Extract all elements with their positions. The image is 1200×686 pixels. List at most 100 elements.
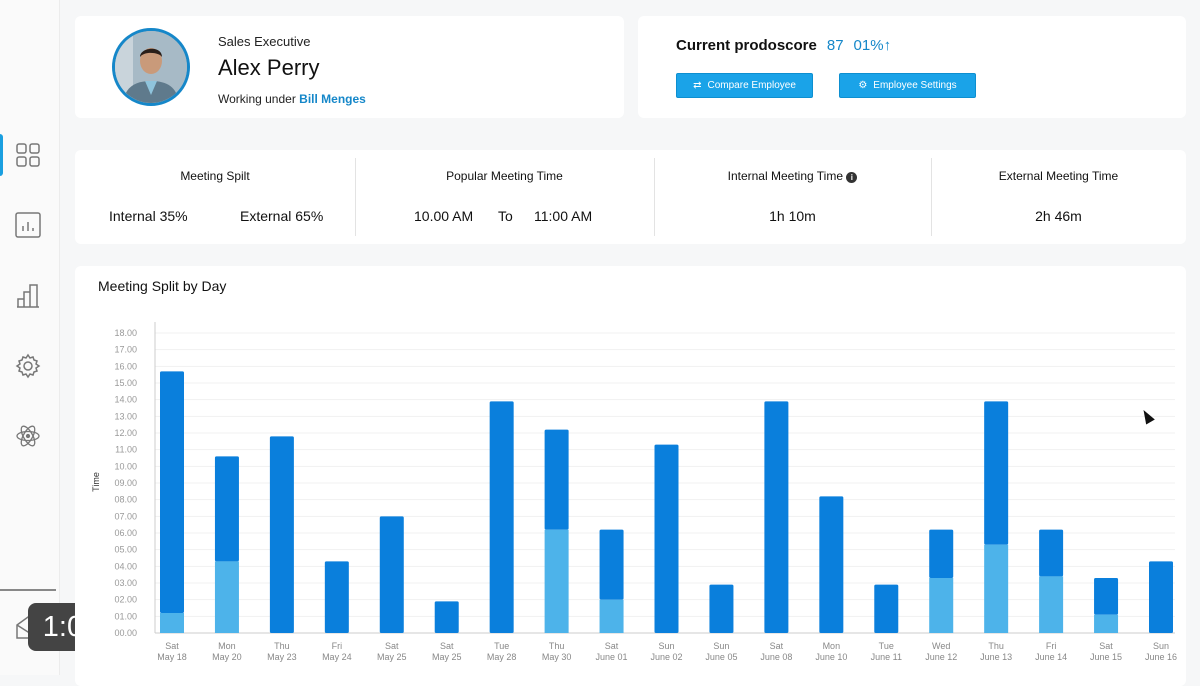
- x-tick-day: Sat: [770, 641, 784, 651]
- y-tick-label: 16.00: [114, 361, 137, 371]
- x-tick-date: June 01: [596, 652, 628, 662]
- stat-internal-value: Internal 35%: [109, 208, 188, 224]
- active-indicator: [0, 134, 3, 176]
- x-tick-day: Thu: [549, 641, 565, 651]
- stat-title: Popular Meeting Time: [446, 169, 563, 183]
- stat-from-time: 10.00 AM: [414, 208, 474, 224]
- x-tick-day: Mon: [218, 641, 236, 651]
- stat-title: External Meeting Time: [998, 169, 1119, 183]
- settings-icon: ⚙: [858, 80, 868, 91]
- x-tick-day: Sun: [658, 641, 674, 651]
- y-tick-label: 02.00: [114, 595, 137, 605]
- dashboard-grid-icon[interactable]: [14, 141, 42, 169]
- info-icon[interactable]: i: [846, 172, 858, 183]
- x-tick-day: Sun: [713, 641, 729, 651]
- stat-value: 1h 10m: [769, 208, 816, 224]
- bar-segment: [489, 401, 514, 633]
- x-tick-date: June 02: [650, 652, 682, 662]
- prodoscore-change: 01%↑: [853, 37, 892, 54]
- avatar: [112, 28, 190, 106]
- bar-segment: [1094, 614, 1119, 633]
- bar-segment: [1149, 561, 1173, 633]
- x-tick-day: Sat: [605, 641, 619, 651]
- x-tick-date: June 15: [1090, 652, 1122, 662]
- stat-to-time: 11:00 AM: [534, 208, 593, 224]
- bar-segment: [874, 584, 899, 633]
- divider: [654, 158, 655, 236]
- prodoscore-value: 87: [826, 37, 844, 54]
- bar-segment: [764, 401, 789, 633]
- stat-to-label: To: [498, 208, 513, 224]
- stat-title-text: Internal Meeting Time: [727, 169, 844, 183]
- x-tick-date: June 13: [980, 652, 1012, 662]
- bar-segment: [324, 561, 349, 633]
- atom-icon[interactable]: [14, 422, 42, 450]
- compare-employee-button[interactable]: ⇄ Compare Employee: [676, 73, 813, 98]
- y-tick-label: 17.00: [114, 345, 137, 355]
- bar-segment: [709, 584, 734, 633]
- y-tick-label: 06.00: [114, 528, 137, 538]
- prodoscore-label: Current prodoscore: [676, 37, 817, 54]
- x-tick-date: June 08: [760, 652, 792, 662]
- bar-segment: [1039, 576, 1064, 633]
- y-tick-label: 08.00: [114, 495, 137, 505]
- y-axis-label: Time: [91, 472, 101, 492]
- y-tick-label: 07.00: [114, 511, 137, 521]
- employee-settings-button[interactable]: ⚙ Employee Settings: [839, 73, 976, 98]
- x-tick-date: June 16: [1145, 652, 1177, 662]
- y-tick-label: 05.00: [114, 545, 137, 555]
- manager-link[interactable]: Bill Menges: [299, 92, 366, 106]
- manager-line: Working under Bill Menges: [218, 92, 366, 106]
- prodoscore: Current prodoscore 87 01%↑: [676, 37, 891, 54]
- settings-gear-icon[interactable]: [14, 352, 42, 380]
- x-tick-day: Sat: [440, 641, 454, 651]
- sidebar: [0, 0, 60, 675]
- x-tick-day: Sat: [385, 641, 399, 651]
- y-tick-label: 03.00: [114, 578, 137, 588]
- y-tick-label: 13.00: [114, 411, 137, 421]
- x-tick-day: Thu: [274, 641, 290, 651]
- x-tick-day: Fri: [332, 641, 343, 651]
- compare-icon: ⇄: [693, 80, 702, 91]
- stat-popular-time: Popular Meeting Time 10.00 AM To 11:00 A…: [355, 150, 654, 244]
- x-tick-date: May 23: [267, 652, 297, 662]
- x-tick-day: Tue: [494, 641, 509, 651]
- stat-value: 2h 46m: [1035, 208, 1082, 224]
- x-tick-date: June 05: [705, 652, 737, 662]
- divider: [931, 158, 932, 236]
- x-tick-day: Sun: [1153, 641, 1169, 651]
- x-tick-date: May 25: [377, 652, 407, 662]
- stat-title: Meeting Spilt: [180, 169, 250, 183]
- bar-segment: [984, 544, 1009, 633]
- bar-segment: [599, 599, 624, 633]
- stat-title: Internal Meeting Time i: [654, 169, 931, 183]
- y-tick-label: 11.00: [115, 445, 137, 455]
- stat-internal-time: Internal Meeting Time i 1h 10m: [654, 150, 931, 244]
- employee-settings-label: Employee Settings: [873, 80, 957, 91]
- bar-segment: [214, 456, 239, 562]
- report-chart-icon[interactable]: [14, 211, 42, 239]
- stats-card: [75, 150, 1186, 244]
- x-tick-day: Tue: [879, 641, 894, 651]
- x-tick-day: Mon: [823, 641, 841, 651]
- x-tick-date: May 28: [487, 652, 517, 662]
- bar-segment: [379, 516, 404, 633]
- x-tick-day: Fri: [1046, 641, 1057, 651]
- bar-segment: [929, 578, 954, 633]
- x-tick-date: June 12: [925, 652, 957, 662]
- y-tick-label: 12.00: [114, 428, 137, 438]
- chart-title: Meeting Split by Day: [98, 278, 227, 294]
- x-tick-day: Thu: [988, 641, 1004, 651]
- stat-meeting-split: Meeting Spilt Internal 35% External 65%: [75, 150, 355, 244]
- bar-segment: [544, 429, 569, 530]
- compare-employee-label: Compare Employee: [707, 80, 796, 91]
- stat-external-time: External Meeting Time 2h 46m: [931, 150, 1186, 244]
- y-tick-label: 00.00: [114, 628, 137, 638]
- x-tick-date: June 11: [871, 652, 902, 662]
- bar-segment: [1039, 529, 1064, 577]
- x-tick-date: May 25: [432, 652, 462, 662]
- y-tick-label: 04.00: [114, 561, 137, 571]
- bar-chart-icon[interactable]: [14, 282, 42, 310]
- y-tick-label: 15.00: [114, 378, 137, 388]
